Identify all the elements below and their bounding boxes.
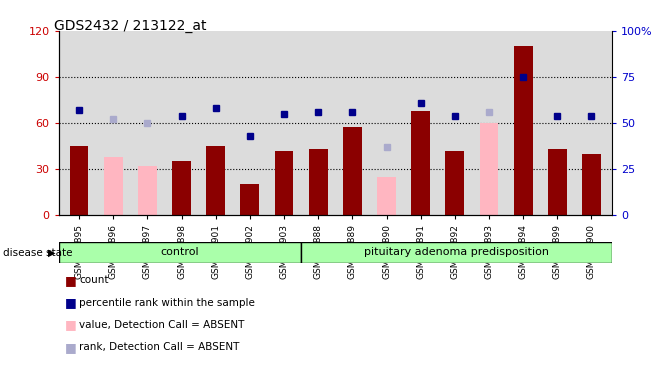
Bar bbox=[275, 151, 294, 215]
Bar bbox=[548, 149, 566, 215]
Bar bbox=[411, 111, 430, 215]
Bar bbox=[172, 161, 191, 215]
Text: disease state: disease state bbox=[3, 248, 73, 258]
Text: ■: ■ bbox=[65, 341, 77, 354]
Text: count: count bbox=[79, 275, 109, 285]
Bar bbox=[514, 46, 533, 215]
Bar bbox=[206, 146, 225, 215]
Bar bbox=[343, 127, 362, 215]
Text: ■: ■ bbox=[65, 318, 77, 331]
Bar bbox=[104, 157, 122, 215]
Text: percentile rank within the sample: percentile rank within the sample bbox=[79, 298, 255, 308]
Text: pituitary adenoma predisposition: pituitary adenoma predisposition bbox=[364, 247, 549, 258]
Bar bbox=[59, 242, 301, 263]
Bar bbox=[301, 242, 612, 263]
Text: ▶: ▶ bbox=[48, 248, 55, 258]
Text: ■: ■ bbox=[65, 296, 77, 309]
Text: ■: ■ bbox=[65, 274, 77, 287]
Text: rank, Detection Call = ABSENT: rank, Detection Call = ABSENT bbox=[79, 342, 240, 352]
Bar bbox=[138, 166, 157, 215]
Text: value, Detection Call = ABSENT: value, Detection Call = ABSENT bbox=[79, 320, 245, 330]
Text: GDS2432 / 213122_at: GDS2432 / 213122_at bbox=[54, 19, 206, 33]
Bar bbox=[480, 123, 499, 215]
Text: control: control bbox=[160, 247, 199, 258]
Bar bbox=[582, 154, 601, 215]
Bar bbox=[240, 184, 259, 215]
Bar bbox=[70, 146, 89, 215]
Bar bbox=[309, 149, 327, 215]
Bar bbox=[445, 151, 464, 215]
Bar bbox=[377, 177, 396, 215]
